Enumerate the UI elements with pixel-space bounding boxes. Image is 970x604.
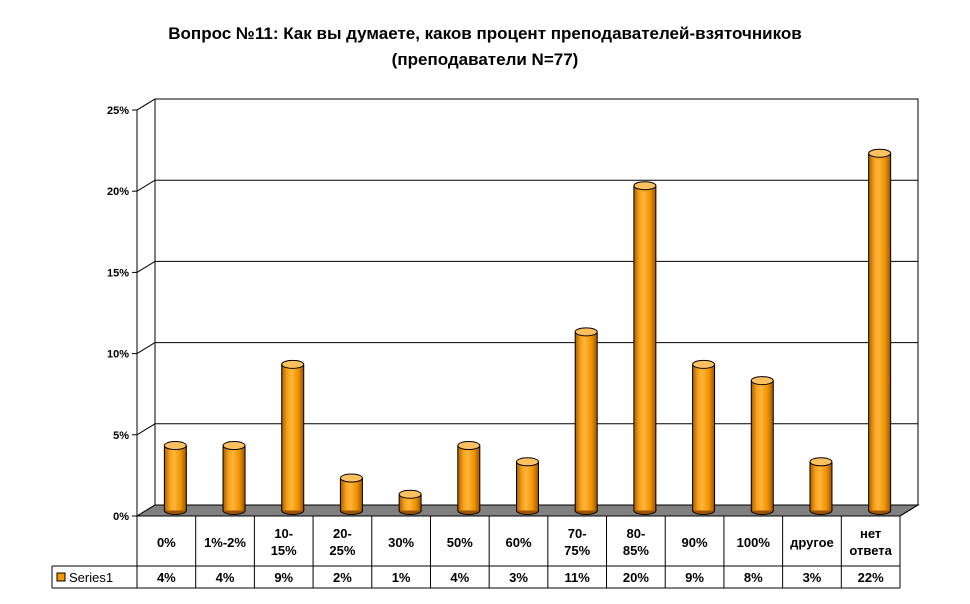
data-label: 11% (565, 570, 591, 585)
bar-body (457, 445, 480, 511)
bar (222, 441, 246, 515)
data-label: 20% (623, 570, 649, 585)
category-label: 20-25% (329, 526, 355, 558)
data-label: 22% (858, 570, 884, 585)
bar-top (633, 181, 657, 191)
data-label: 1% (392, 570, 411, 585)
y-tick-label: 0% (113, 511, 129, 523)
bar (868, 148, 892, 515)
bar-top (809, 457, 833, 467)
y-tick-label: 25% (107, 105, 129, 117)
bar-top (574, 327, 598, 337)
bar (750, 376, 774, 515)
legend-swatch (56, 572, 66, 582)
bar-top (398, 489, 422, 499)
bar-body (340, 478, 363, 511)
data-label: 4% (450, 570, 469, 585)
data-label: 4% (157, 570, 176, 585)
data-label: 2% (333, 570, 352, 585)
bar-top (516, 457, 539, 467)
bar-body (281, 364, 304, 511)
data-label: 9% (274, 570, 293, 585)
category-label: 60% (505, 535, 531, 550)
y-tick-label: 5% (113, 430, 129, 442)
bar (339, 473, 363, 515)
gridline-side (136, 98, 156, 111)
bar-top (222, 441, 246, 451)
gridline-side (136, 179, 156, 192)
chart-title-line1: Вопрос №11: Как вы думаете, каков процен… (168, 24, 802, 43)
gridline-side (136, 342, 156, 355)
bar-body (223, 445, 246, 511)
bar-top (868, 148, 892, 158)
data-label: 9% (685, 570, 704, 585)
bar (633, 181, 657, 515)
category-label: 90% (682, 535, 708, 550)
category-label: 10-15% (271, 526, 297, 558)
bar (516, 457, 539, 515)
data-label: 8% (744, 570, 763, 585)
category-label: нет ответа (849, 526, 892, 558)
bar-top (457, 441, 481, 451)
y-tick-label: 10% (107, 349, 129, 361)
bar (809, 457, 833, 515)
y-tick-label: 20% (107, 186, 129, 198)
gridline-side (136, 260, 156, 273)
data-label: 3% (803, 570, 822, 585)
back-wall (154, 98, 919, 506)
data-label: 3% (509, 570, 528, 585)
bar-body (399, 494, 422, 511)
bar-top (281, 359, 305, 369)
bar-top (692, 359, 716, 369)
y-tick-label: 15% (107, 267, 129, 279)
category-label: 0% (157, 535, 176, 550)
category-label: 50% (447, 535, 473, 550)
bar-body (809, 461, 832, 511)
bar (281, 359, 305, 515)
bar-body (751, 380, 774, 511)
side-wall (136, 98, 156, 517)
chart-title-line2: (преподаватели N=77) (391, 50, 579, 69)
bar (398, 489, 422, 515)
data-label: 4% (216, 570, 235, 585)
table-border (899, 504, 919, 517)
bar (574, 327, 598, 515)
category-label: 100% (737, 535, 771, 550)
bar-body (516, 461, 539, 511)
bar-body (633, 185, 656, 511)
bar (692, 359, 716, 515)
category-label: 70-75% (564, 526, 590, 558)
bar-body (692, 364, 715, 511)
bar (457, 441, 481, 515)
bar-body (868, 153, 891, 511)
legend-label: Series1 (69, 570, 113, 585)
bar (163, 441, 187, 515)
bar-top (750, 376, 774, 386)
category-label: 80-85% (623, 526, 649, 558)
bar-body (575, 331, 598, 511)
bar-body (164, 445, 187, 511)
category-label: другое (790, 535, 834, 550)
gridline-side (136, 423, 156, 436)
category-label: 1%-2% (204, 535, 246, 550)
category-label: 30% (388, 535, 414, 550)
bar-top (163, 441, 187, 451)
bar-top (339, 473, 363, 483)
